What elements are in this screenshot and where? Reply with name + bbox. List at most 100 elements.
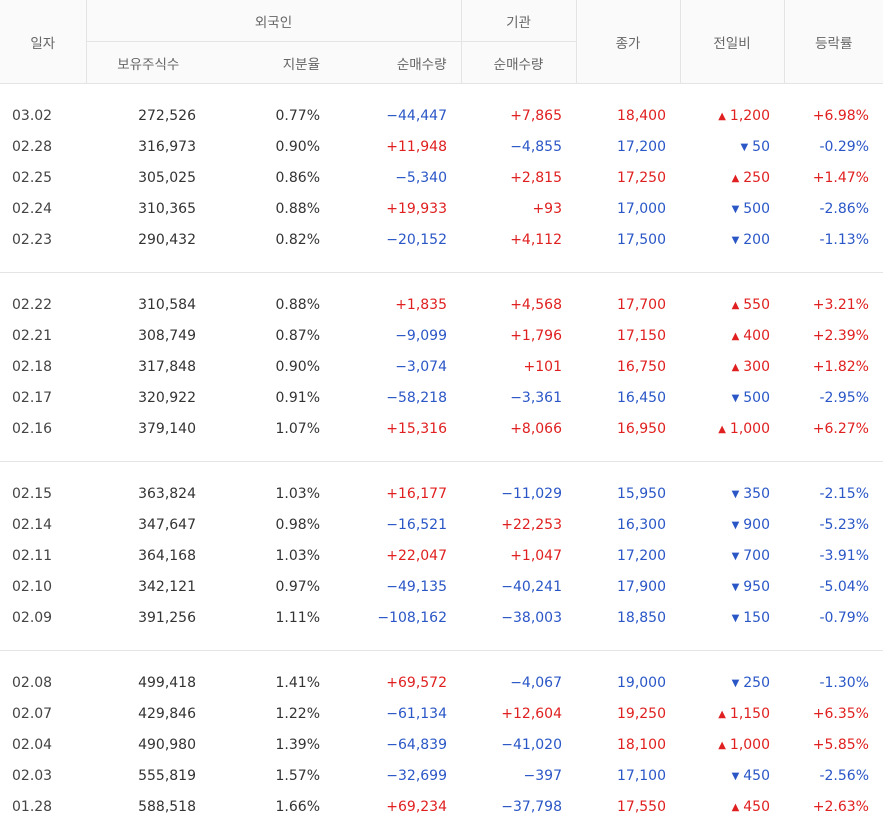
cell-rate: +1.47% bbox=[784, 162, 883, 193]
header-ratio: 지분율 bbox=[210, 42, 334, 84]
header-foreign-net: 순매수량 bbox=[334, 42, 461, 84]
cell-holdings: 308,749 bbox=[86, 320, 210, 351]
cell-close: 16,750 bbox=[576, 351, 680, 382]
change-value: 250 bbox=[743, 675, 770, 691]
cell-rate: -2.15% bbox=[784, 478, 883, 509]
cell-change: ▲300 bbox=[680, 351, 784, 382]
cell-holdings: 364,168 bbox=[86, 540, 210, 571]
cell-foreign-net: +22,047 bbox=[334, 540, 461, 571]
cell-ratio: 0.97% bbox=[210, 571, 334, 602]
cell-inst-net: +12,604 bbox=[461, 698, 576, 729]
cell-inst-net: −397 bbox=[461, 760, 576, 791]
cell-rate: -1.13% bbox=[784, 224, 883, 255]
triangle-down-icon: ▼ bbox=[732, 489, 740, 500]
cell-rate: -0.29% bbox=[784, 131, 883, 162]
cell-rate: -1.30% bbox=[784, 667, 883, 698]
cell-ratio: 0.88% bbox=[210, 289, 334, 320]
cell-ratio: 1.41% bbox=[210, 667, 334, 698]
cell-holdings: 490,980 bbox=[86, 729, 210, 760]
triangle-down-icon: ▼ bbox=[732, 393, 740, 404]
triangle-up-icon: ▲ bbox=[732, 173, 740, 184]
cell-foreign-net: −32,699 bbox=[334, 760, 461, 791]
cell-holdings: 363,824 bbox=[86, 478, 210, 509]
cell-change: ▲450 bbox=[680, 791, 784, 822]
triangle-down-icon: ▼ bbox=[732, 235, 740, 246]
cell-ratio: 0.91% bbox=[210, 382, 334, 413]
cell-rate: +2.39% bbox=[784, 320, 883, 351]
cell-change: ▼950 bbox=[680, 571, 784, 602]
cell-close: 18,100 bbox=[576, 729, 680, 760]
cell-ratio: 1.39% bbox=[210, 729, 334, 760]
change-value: 700 bbox=[743, 548, 770, 564]
cell-inst-net: −4,855 bbox=[461, 131, 576, 162]
cell-date: 02.28 bbox=[0, 131, 86, 162]
cell-holdings: 290,432 bbox=[86, 224, 210, 255]
cell-change: ▲1,200 bbox=[680, 100, 784, 131]
cell-date: 02.22 bbox=[0, 289, 86, 320]
change-value: 350 bbox=[743, 486, 770, 502]
header-inst-net: 순매수량 bbox=[461, 42, 576, 84]
cell-holdings: 310,365 bbox=[86, 193, 210, 224]
change-value: 1,000 bbox=[730, 421, 770, 437]
cell-rate: -0.79% bbox=[784, 602, 883, 633]
cell-close: 17,500 bbox=[576, 224, 680, 255]
cell-foreign-net: +16,177 bbox=[334, 478, 461, 509]
change-value: 450 bbox=[743, 799, 770, 815]
cell-foreign-net: −3,074 bbox=[334, 351, 461, 382]
change-value: 550 bbox=[743, 297, 770, 313]
cell-close: 17,200 bbox=[576, 131, 680, 162]
cell-date: 02.23 bbox=[0, 224, 86, 255]
cell-change: ▼900 bbox=[680, 509, 784, 540]
cell-rate: -5.23% bbox=[784, 509, 883, 540]
header-institution: 기관 bbox=[461, 0, 576, 42]
cell-date: 02.16 bbox=[0, 413, 86, 444]
cell-date: 02.07 bbox=[0, 698, 86, 729]
cell-change: ▼500 bbox=[680, 382, 784, 413]
cell-rate: -2.56% bbox=[784, 760, 883, 791]
cell-holdings: 379,140 bbox=[86, 413, 210, 444]
cell-rate: -3.91% bbox=[784, 540, 883, 571]
triangle-up-icon: ▲ bbox=[718, 709, 726, 720]
cell-inst-net: −41,020 bbox=[461, 729, 576, 760]
cell-foreign-net: −5,340 bbox=[334, 162, 461, 193]
cell-date: 02.18 bbox=[0, 351, 86, 382]
change-value: 400 bbox=[743, 328, 770, 344]
triangle-up-icon: ▲ bbox=[718, 111, 726, 122]
cell-ratio: 0.88% bbox=[210, 193, 334, 224]
cell-inst-net: +1,796 bbox=[461, 320, 576, 351]
cell-change: ▲1,000 bbox=[680, 729, 784, 760]
cell-rate: +6.35% bbox=[784, 698, 883, 729]
cell-ratio: 1.22% bbox=[210, 698, 334, 729]
triangle-up-icon: ▲ bbox=[732, 300, 740, 311]
change-value: 1,150 bbox=[730, 706, 770, 722]
cell-ratio: 1.57% bbox=[210, 760, 334, 791]
triangle-down-icon: ▼ bbox=[732, 771, 740, 782]
triangle-down-icon: ▼ bbox=[732, 520, 740, 531]
cell-rate: -5.04% bbox=[784, 571, 883, 602]
cell-date: 02.15 bbox=[0, 478, 86, 509]
change-value: 500 bbox=[743, 390, 770, 406]
cell-foreign-net: −64,839 bbox=[334, 729, 461, 760]
cell-holdings: 272,526 bbox=[86, 100, 210, 131]
cell-close: 17,700 bbox=[576, 289, 680, 320]
change-value: 500 bbox=[743, 201, 770, 217]
cell-inst-net: +93 bbox=[461, 193, 576, 224]
cell-ratio: 0.87% bbox=[210, 320, 334, 351]
cell-date: 01.28 bbox=[0, 791, 86, 822]
cell-date: 02.10 bbox=[0, 571, 86, 602]
cell-inst-net: +2,815 bbox=[461, 162, 576, 193]
change-value: 250 bbox=[743, 170, 770, 186]
cell-inst-net: −11,029 bbox=[461, 478, 576, 509]
change-value: 50 bbox=[752, 139, 770, 155]
cell-foreign-net: −16,521 bbox=[334, 509, 461, 540]
cell-holdings: 317,848 bbox=[86, 351, 210, 382]
triangle-down-icon: ▼ bbox=[740, 142, 748, 153]
cell-close: 15,950 bbox=[576, 478, 680, 509]
